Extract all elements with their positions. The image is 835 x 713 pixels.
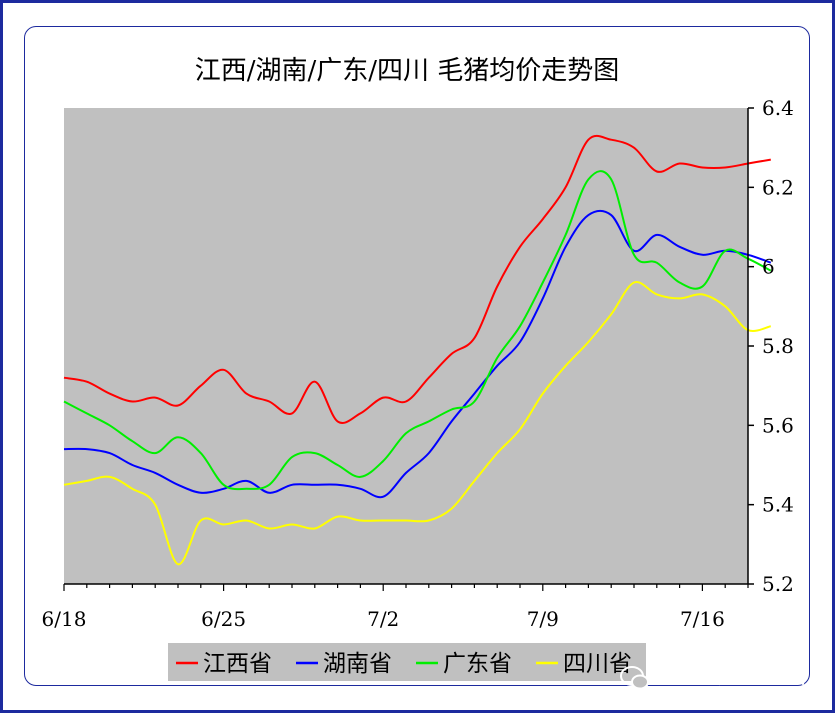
tick-layer: 6.4 6.2 6 5.8 5.6 5.4 5.2 6/18 6/25 7/2 7/9 7/16 — [42, 96, 794, 631]
series-layer — [63, 134, 772, 566]
legend-label-3: 广东省 — [443, 651, 512, 677]
series-line-1 — [63, 134, 771, 424]
chart-title: 江西/湖南/广东/四川 毛猪均价走势图 — [195, 56, 620, 86]
legend-box — [168, 643, 646, 681]
y-tick-label: 5.8 — [762, 334, 794, 358]
x-tick-label: 7/16 — [680, 607, 725, 631]
y-tick-label: 6.2 — [762, 175, 794, 199]
watermark: 爱普罗斯每日资讯 — [620, 666, 805, 690]
x-tick-label: 6/25 — [201, 607, 246, 631]
y-tick-label: 6 — [762, 255, 775, 279]
series-line-2 — [63, 209, 772, 499]
y-tick-label: 5.2 — [762, 572, 794, 596]
legend-label-4: 四川省 — [563, 651, 632, 677]
series-line-3 — [63, 170, 772, 491]
wechat-icon — [620, 666, 649, 690]
plot-area — [64, 108, 748, 584]
legend: 江西省 湖南省 广东省 四川省 — [168, 643, 646, 681]
y-tick-label: 5.4 — [762, 493, 794, 517]
x-tick-label: 7/2 — [367, 607, 399, 631]
series-line-4 — [63, 280, 772, 566]
x-tick-label: 6/18 — [42, 607, 87, 631]
x-tick-label: 7/9 — [527, 607, 559, 631]
y-tick-label: 5.6 — [762, 413, 794, 437]
legend-label-2: 湖南省 — [323, 651, 392, 677]
legend-label-1: 江西省 — [203, 651, 272, 677]
y-tick-label: 6.4 — [762, 96, 794, 120]
watermark-text: 爱普罗斯每日资讯 — [653, 666, 805, 688]
